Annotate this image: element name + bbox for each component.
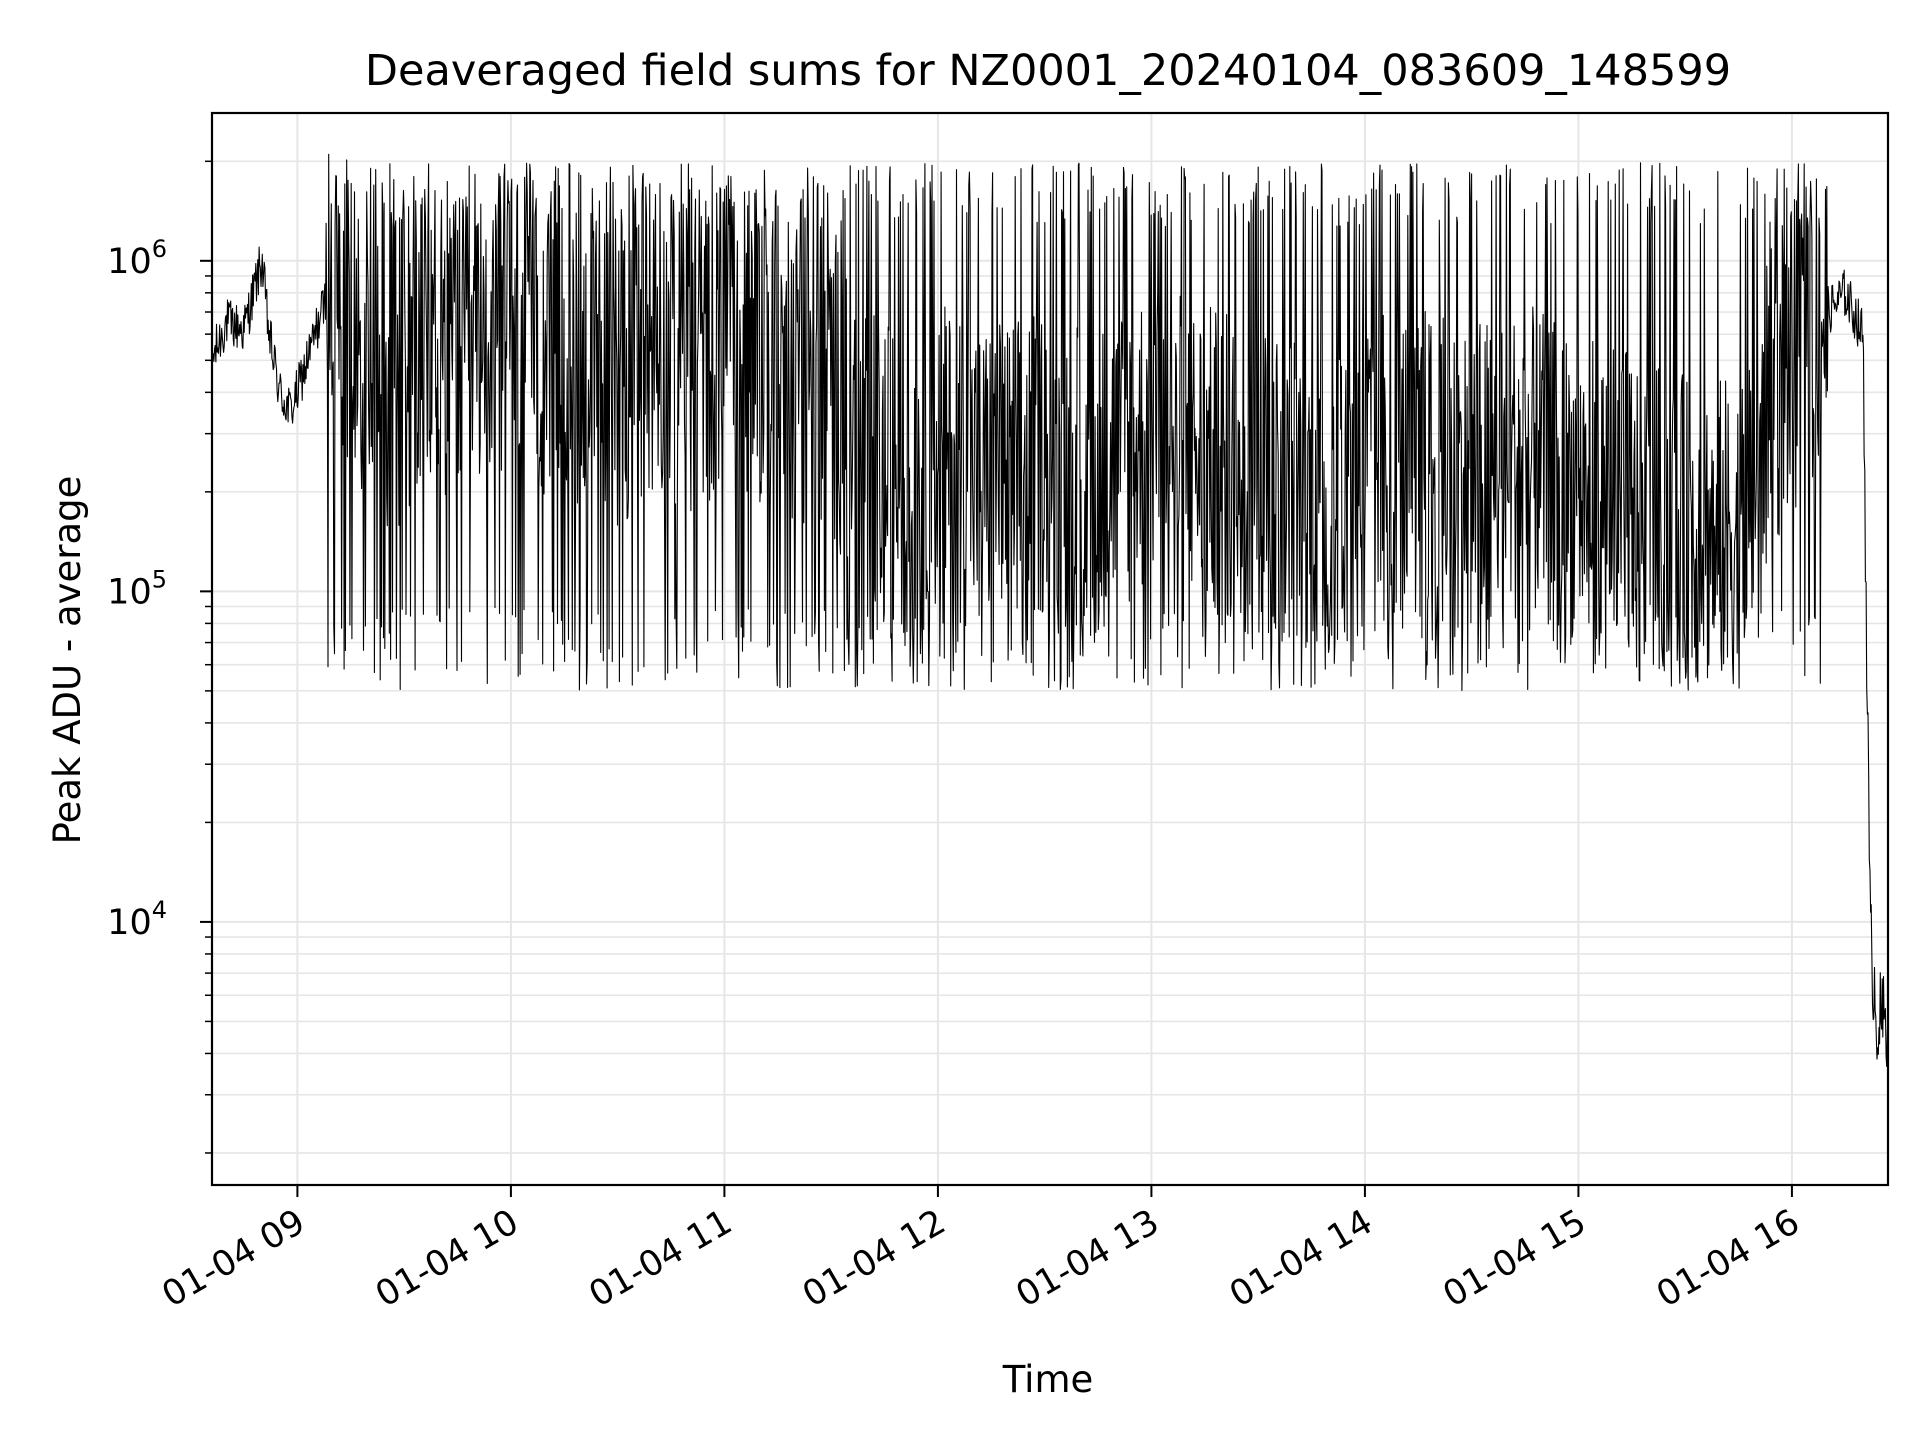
- y-tick-exponent: 5: [152, 565, 167, 593]
- series-line: [211, 153, 1889, 1068]
- plot-area-frame: [210, 111, 1890, 1187]
- y-axis-label: Peak ADU - average: [46, 476, 89, 845]
- chart-title: Deaveraged field sums for NZ0001_2024010…: [365, 46, 1731, 96]
- y-tick-exponent: 6: [152, 235, 167, 263]
- x-axis-label: Time: [1002, 1358, 1094, 1401]
- y-tick-exponent: 4: [152, 896, 167, 924]
